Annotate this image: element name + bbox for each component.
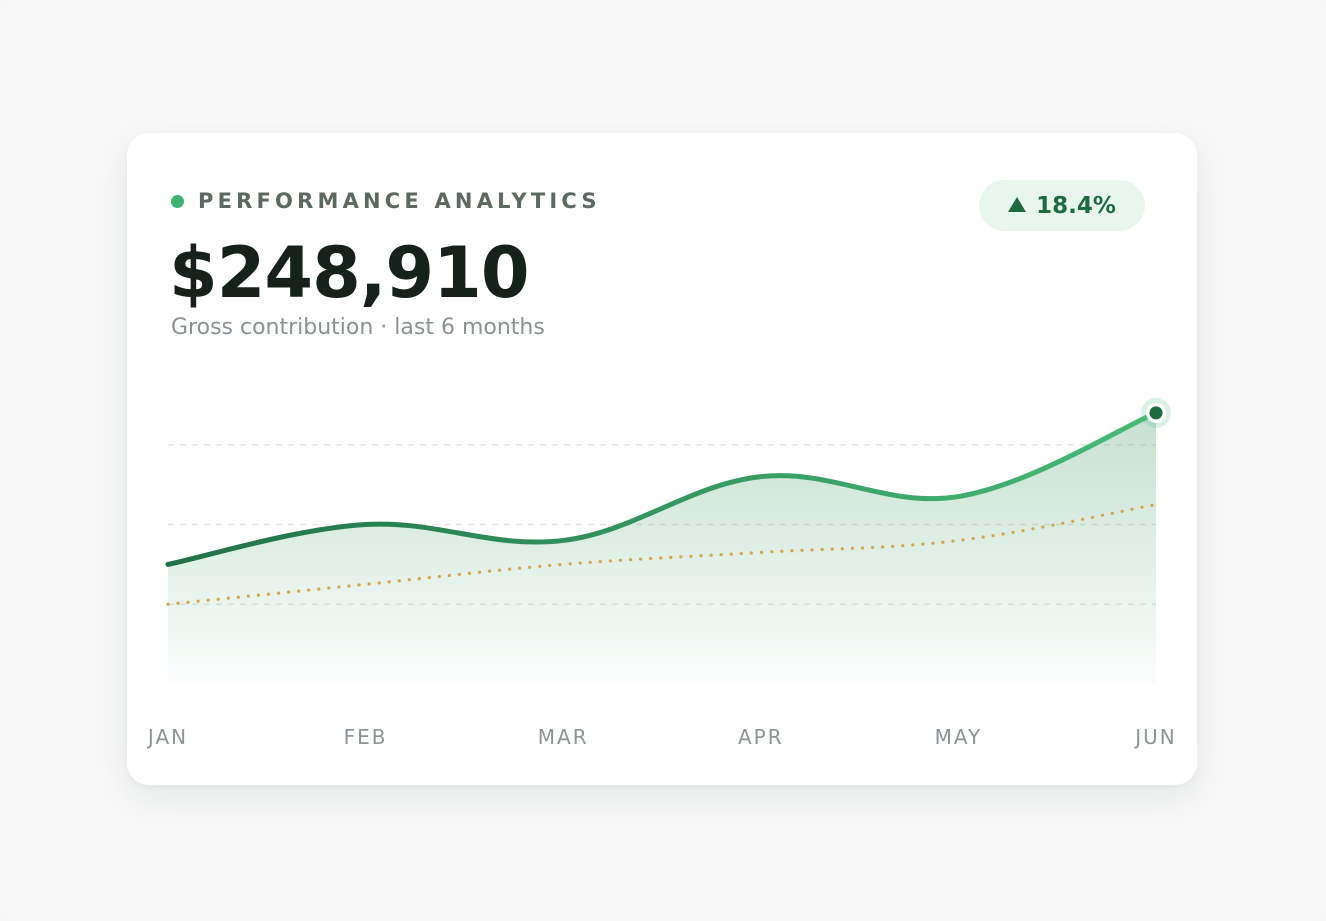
performance-card: PERFORMANCE ANALYTICS 18.4% $248,910 Gro… xyxy=(127,133,1197,785)
x-tick-label: APR xyxy=(738,725,784,749)
triangle-up-icon xyxy=(1008,197,1027,212)
status-dot-icon xyxy=(171,194,184,208)
series-2-line xyxy=(166,502,1158,606)
card-header: PERFORMANCE ANALYTICS xyxy=(171,189,601,213)
series-1-area xyxy=(168,412,1156,684)
x-tick-label: JAN xyxy=(146,725,188,749)
change-badge: 18.4% xyxy=(979,180,1145,231)
card-eyebrow: PERFORMANCE ANALYTICS xyxy=(198,189,601,213)
change-value: 18.4% xyxy=(1036,192,1116,219)
x-tick-label: MAY xyxy=(935,725,983,749)
line-chart: JAN FEB MAR APR MAY JUN xyxy=(146,397,1177,749)
series-1-line xyxy=(165,410,1159,567)
x-tick-label: JUN xyxy=(1133,725,1177,749)
endpoint-point xyxy=(1149,406,1163,420)
total-value: $248,910 xyxy=(169,232,530,314)
x-tick-label: FEB xyxy=(344,725,388,749)
value-subtitle: Gross contribution · last 6 months xyxy=(171,315,545,340)
x-tick-label: MAR xyxy=(538,725,589,749)
